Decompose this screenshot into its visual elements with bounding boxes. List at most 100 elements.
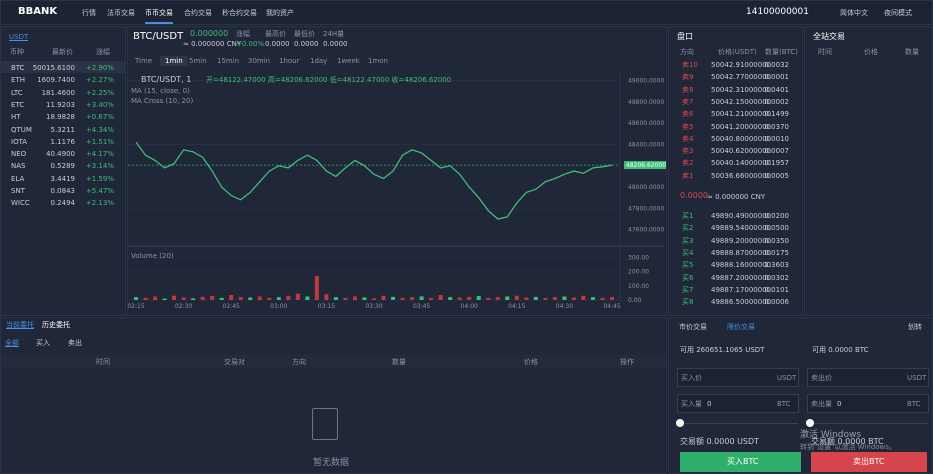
order-qty: 0.0350 [764, 236, 790, 245]
order-qty: 0.0001 [764, 73, 790, 82]
order-price[interactable]: 49888.87000000 [711, 248, 772, 257]
side-label: 卖9 [682, 73, 694, 82]
user-phone[interactable]: 14100000001 [746, 7, 809, 17]
order-price[interactable]: 49887.17000000 [711, 285, 772, 294]
nav-item[interactable]: 我的资产 [266, 9, 294, 17]
buy-button[interactable] [680, 452, 801, 472]
transfer-link[interactable]: 划转 [908, 323, 922, 331]
order-price[interactable]: 49889.54000000 [711, 224, 772, 233]
coin-name[interactable]: IOTA [11, 137, 28, 146]
coin-name[interactable]: SNT [11, 187, 25, 195]
order-price[interactable]: 50042.15000000 [711, 97, 772, 106]
order-tab[interactable]: 当前委托 [6, 321, 34, 329]
volume-bar [362, 297, 367, 300]
coin-name[interactable]: NAS [11, 162, 26, 171]
order-qty: 0.0101 [764, 285, 790, 294]
coin-name[interactable]: BTC [11, 64, 25, 72]
input-box[interactable] [677, 394, 799, 413]
side-label: 买7 [682, 285, 694, 294]
order-price[interactable]: 50040.14000000 [711, 159, 772, 168]
theme-toggle[interactable]: 夜间模式 [884, 9, 912, 17]
x-tick-label: 03:00 [270, 303, 287, 310]
volume-label: Volume (20) [131, 252, 174, 260]
x-tick-label: 04:45 [603, 303, 620, 310]
coin-price: 18.9828 [46, 113, 75, 122]
nav-item[interactable]: 行情 [82, 9, 96, 17]
buy-button-label: 买入BTC [727, 457, 759, 466]
language[interactable]: 简体中文 [840, 9, 868, 17]
interval-tab[interactable]: 1min [160, 56, 188, 66]
trades-panel [804, 26, 933, 316]
volume-bar [229, 295, 234, 300]
nav-item[interactable]: 秒合约交易 [222, 9, 257, 17]
interval-tab[interactable]: 1hour [279, 57, 300, 65]
order-price[interactable]: 50042.91000000 [711, 61, 772, 69]
coin-price: 1609.7400 [37, 76, 75, 85]
coin-name[interactable]: ETH [11, 76, 25, 85]
col-header: 操作 [620, 358, 634, 366]
coin-change: +2.13% [85, 199, 114, 208]
order-price[interactable]: 50042.31000000 [711, 85, 772, 94]
order-price[interactable]: 50036.66000000 [711, 171, 772, 180]
col-header: 时间 [96, 358, 110, 366]
ma-label: MA (15, close, 0) [131, 87, 190, 95]
coin-name[interactable]: ELA [11, 174, 25, 183]
nav-item[interactable]: 合约交易 [184, 9, 212, 17]
volume-bar [267, 297, 272, 300]
order-price[interactable]: 49886.50000000 [711, 298, 772, 307]
logo: BBANK [18, 6, 58, 17]
order-price[interactable]: 50041.20000000 [711, 122, 772, 131]
ticker-price: 0.000000 [190, 29, 229, 38]
coin-name[interactable]: LTC [11, 88, 23, 97]
trade-tab[interactable]: 限价交易 [727, 323, 755, 331]
order-price[interactable]: 49889.20000000 [711, 236, 772, 245]
order-price[interactable]: 49890.49000000 [711, 212, 772, 220]
interval-tab[interactable]: Time [135, 57, 153, 65]
volume-bar [524, 297, 529, 300]
volume-bar [181, 297, 186, 300]
sell-button[interactable] [811, 452, 927, 472]
col-header: 交易对 [224, 358, 245, 366]
interval-tab[interactable]: 5min [189, 57, 207, 65]
interval-tab[interactable]: 1mon [368, 57, 388, 65]
coin-name[interactable]: HT [11, 113, 21, 122]
order-price[interactable]: 50040.80000000 [711, 134, 772, 143]
order-filter[interactable]: 买入 [36, 339, 50, 347]
order-qty: 0.0401 [764, 85, 790, 94]
slider-handle[interactable] [806, 419, 814, 427]
order-filter[interactable]: 卖出 [68, 339, 82, 347]
input-box[interactable] [807, 394, 929, 413]
nav-item[interactable]: 法币交易 [107, 9, 135, 17]
input-box[interactable] [807, 368, 929, 387]
trade-tab[interactable]: 市价交易 [679, 323, 707, 331]
order-filter[interactable]: 全部 [5, 339, 19, 347]
order-price[interactable]: 49887.20000000 [711, 273, 772, 282]
order-tab[interactable]: 历史委托 [42, 321, 70, 329]
coin-name[interactable]: NEO [11, 150, 27, 159]
input-box[interactable] [677, 368, 799, 387]
interval-tab[interactable]: 15min [217, 57, 240, 65]
nav-item[interactable]: 币币交易 [145, 8, 173, 24]
coin-price: 3.4419 [50, 174, 76, 183]
order-price[interactable]: 50040.62000000 [711, 147, 772, 156]
volume-bar [153, 296, 158, 300]
slider-handle[interactable] [676, 419, 684, 427]
coin-name[interactable]: ETC [11, 100, 25, 109]
os-watermark: 转到"设置"以激活 Windows。 [800, 443, 896, 451]
order-qty: 0.0002 [764, 97, 790, 106]
coin-price: 5.3211 [50, 125, 76, 134]
order-price[interactable]: 50042.77000000 [711, 73, 772, 82]
interval-tab[interactable]: 30min [248, 57, 271, 65]
order-price[interactable]: 49888.16000000 [711, 261, 772, 270]
interval-tab[interactable]: 1week [337, 57, 360, 65]
coin-name[interactable]: QTUM [11, 125, 32, 134]
order-qty: 0.0005 [764, 171, 790, 180]
coin-change: +2.27% [85, 76, 114, 85]
market-tab[interactable]: USDT [9, 33, 29, 41]
volume-bar [448, 297, 453, 300]
interval-tab[interactable]: 1day [310, 57, 328, 65]
order-price[interactable]: 50041.21000000 [711, 110, 772, 119]
coin-change: +2.90% [85, 64, 114, 72]
coin-name[interactable]: WICC [11, 199, 30, 208]
